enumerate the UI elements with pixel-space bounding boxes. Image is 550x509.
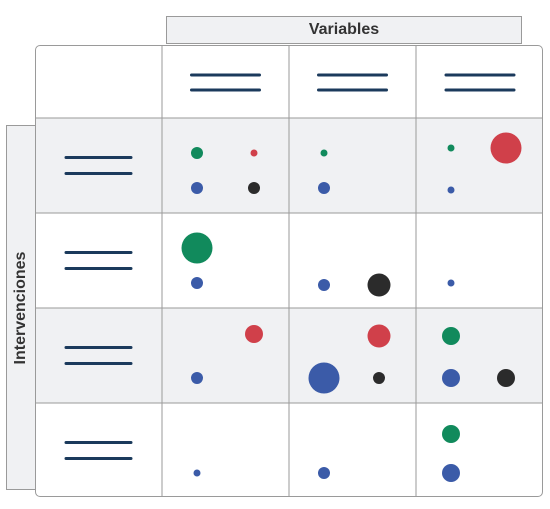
blue-dot <box>447 279 455 287</box>
matrix-grid <box>35 45 543 497</box>
blue-dot <box>318 182 330 194</box>
green-dot <box>320 149 328 157</box>
interventions-label: Intervenciones <box>12 251 29 364</box>
red-dot <box>490 132 522 164</box>
red-dot <box>245 325 263 343</box>
variables-label: Variables <box>308 21 380 38</box>
blue-dot <box>193 469 201 477</box>
blue-dot <box>442 464 460 482</box>
variables-header: Variables <box>166 16 522 44</box>
black-dot <box>497 369 515 387</box>
green-dot <box>442 327 460 345</box>
blue-dot <box>308 362 340 394</box>
red-dot <box>250 149 258 157</box>
blue-dot <box>318 467 330 479</box>
blue-dot <box>191 277 203 289</box>
blue-dot <box>442 369 460 387</box>
green-dot <box>442 425 460 443</box>
blue-dot <box>318 279 330 291</box>
green-dot <box>191 147 203 159</box>
matrix-canvas <box>36 46 542 496</box>
blue-dot <box>447 186 455 194</box>
black-dot <box>367 273 391 297</box>
green-dot <box>447 144 455 152</box>
blue-dot <box>191 372 203 384</box>
green-dot <box>181 232 213 264</box>
red-dot <box>367 324 391 348</box>
black-dot <box>373 372 385 384</box>
blue-dot <box>191 182 203 194</box>
interventions-header: Intervenciones <box>6 125 36 490</box>
black-dot <box>248 182 260 194</box>
